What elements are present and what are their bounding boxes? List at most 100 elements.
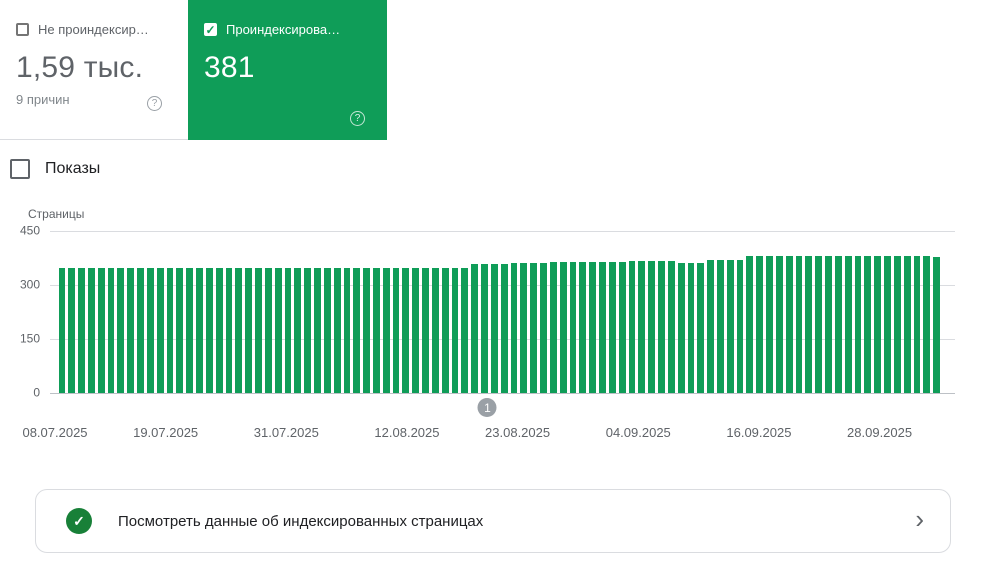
chart-bar[interactable] [255, 268, 262, 393]
chart-bar[interactable] [402, 268, 410, 393]
chart-bar[interactable] [864, 256, 872, 393]
chart-bar[interactable] [569, 261, 577, 393]
chart-bar[interactable] [264, 268, 272, 393]
chart-bar[interactable] [520, 262, 528, 393]
chart-bar[interactable] [156, 268, 164, 393]
chart-bar[interactable] [618, 261, 626, 393]
chart-bar[interactable] [756, 256, 764, 393]
chart-bar[interactable] [176, 268, 184, 393]
chart-bar[interactable] [323, 268, 331, 393]
chart-bar[interactable] [196, 268, 203, 393]
chart-bar[interactable] [834, 256, 842, 393]
impressions-checkbox[interactable] [10, 159, 30, 179]
chart-bar[interactable] [658, 261, 665, 393]
view-indexed-pages-banner[interactable]: ✓ Посмотреть данные об индексированных с… [35, 489, 951, 553]
chart-bar[interactable] [78, 268, 85, 393]
chart-bar[interactable] [500, 264, 508, 393]
chart-bar[interactable] [461, 268, 469, 393]
chart-bar[interactable] [186, 268, 194, 393]
chart-bar[interactable] [795, 256, 803, 393]
chart-bar[interactable] [97, 268, 105, 393]
chart-bar[interactable] [785, 256, 793, 393]
chart-bar[interactable] [608, 261, 616, 393]
checkbox-checked-icon[interactable]: ✓ [204, 22, 217, 37]
chart-bar[interactable] [245, 268, 253, 393]
chart-bar[interactable] [805, 256, 813, 393]
chart-bar[interactable] [205, 268, 213, 393]
chart-bar[interactable] [628, 261, 636, 393]
chart-bar[interactable] [648, 261, 656, 393]
chart-bar[interactable] [58, 268, 66, 393]
checkbox-unchecked-icon[interactable] [16, 23, 29, 36]
chart-bar[interactable] [599, 261, 606, 393]
chart-bar[interactable] [314, 268, 321, 393]
chart-bar[interactable] [107, 268, 115, 393]
chart-bar[interactable] [294, 268, 302, 393]
chart-bar[interactable] [815, 256, 823, 393]
chart-bar[interactable] [412, 268, 420, 393]
chart-bar[interactable] [87, 268, 95, 393]
chart-bar[interactable] [638, 261, 646, 393]
chart-bar[interactable] [333, 268, 341, 393]
chart-bar[interactable] [825, 256, 832, 393]
chart-bar[interactable] [235, 268, 243, 393]
chart-bar[interactable] [923, 255, 931, 393]
chart-bar[interactable] [127, 268, 135, 393]
chart-bar[interactable] [274, 268, 282, 393]
chart-bar[interactable] [726, 259, 734, 393]
chart-bar[interactable] [766, 256, 773, 393]
chart-bar[interactable] [68, 268, 76, 393]
metric-cards: Не проиндексир… 1,59 тыс. 9 причин ? ✓ П… [0, 0, 981, 140]
chart-bar[interactable] [913, 256, 921, 393]
chart-bar[interactable] [549, 261, 557, 393]
chart-bar[interactable] [677, 262, 685, 393]
chart-bar[interactable] [667, 261, 675, 393]
chart-bar[interactable] [510, 262, 518, 393]
chart-bar[interactable] [933, 256, 941, 393]
chart-bar[interactable] [353, 268, 361, 393]
chart-bar[interactable] [736, 259, 744, 393]
chart-bar[interactable] [471, 264, 479, 393]
chart-bar[interactable] [117, 268, 125, 393]
card-indexed[interactable]: ✓ Проиндексирова… 381 ? [188, 0, 387, 140]
chart-bar[interactable] [481, 264, 488, 393]
chart-bar[interactable] [373, 268, 380, 393]
chart-bar[interactable] [304, 268, 312, 393]
chart-bar[interactable] [166, 268, 174, 393]
chart-bar[interactable] [540, 262, 547, 393]
chart-bar[interactable] [441, 268, 449, 393]
chart-bar[interactable] [137, 268, 144, 393]
chart-bar[interactable] [775, 256, 783, 393]
chart-bar[interactable] [716, 259, 724, 393]
chart-bar[interactable] [431, 268, 439, 393]
help-icon[interactable]: ? [350, 111, 365, 126]
chart-bar[interactable] [589, 261, 597, 393]
chart-bar[interactable] [451, 268, 459, 393]
chart-bar[interactable] [363, 268, 370, 393]
chart-marker[interactable]: 1 [477, 398, 497, 417]
chart-bar[interactable] [284, 268, 292, 393]
chart-bar[interactable] [422, 268, 429, 393]
chart-bar[interactable] [697, 262, 705, 393]
chart-bar[interactable] [343, 268, 351, 393]
chart-bar[interactable] [874, 256, 882, 393]
card-not-indexed[interactable]: Не проиндексир… 1,59 тыс. 9 причин ? [0, 0, 188, 140]
chart-bar[interactable] [579, 261, 587, 393]
chart-bar[interactable] [215, 268, 223, 393]
chart-bar[interactable] [687, 262, 695, 393]
chart-bar[interactable] [146, 268, 154, 393]
chart-bar[interactable] [392, 268, 400, 393]
help-icon[interactable]: ? [147, 96, 162, 111]
chart-bar[interactable] [854, 256, 862, 393]
chart-bar[interactable] [225, 268, 233, 393]
chart-bar[interactable] [382, 268, 390, 393]
chart-bar[interactable] [844, 256, 852, 393]
chart-bar[interactable] [530, 262, 538, 393]
chart-bar[interactable] [559, 261, 567, 393]
chart-bar[interactable] [893, 256, 901, 393]
chart-bar[interactable] [707, 259, 714, 393]
chart-bar[interactable] [746, 256, 754, 393]
chart-bar[interactable] [884, 256, 891, 393]
chart-bar[interactable] [903, 256, 911, 393]
chart-bar[interactable] [490, 264, 498, 393]
